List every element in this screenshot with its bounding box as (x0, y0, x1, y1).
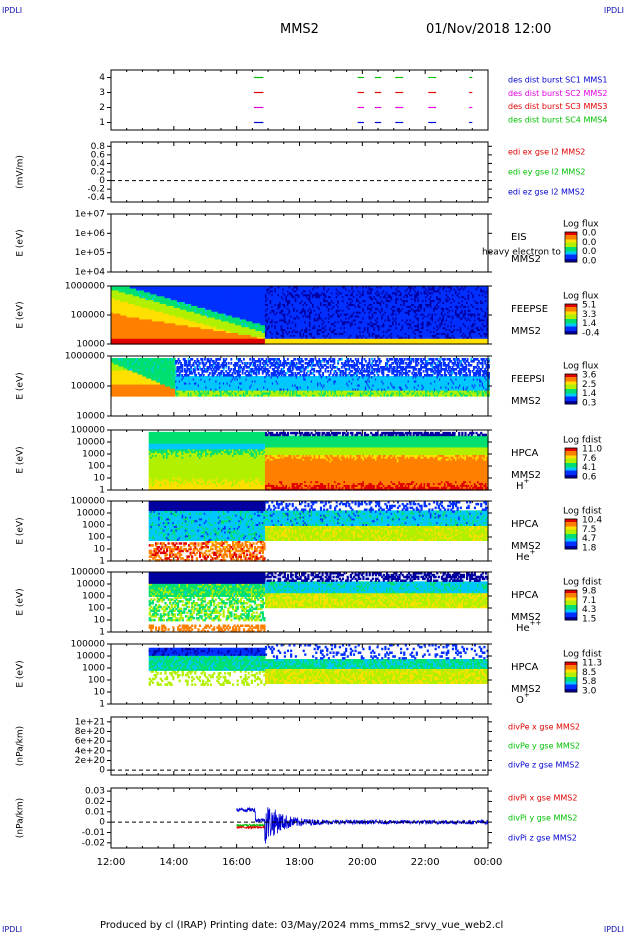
eis-ytick-label: 1e+07 (75, 210, 105, 220)
burst-frame (111, 70, 488, 130)
burst-legend-2: des dist burst SC2 MMS2 (508, 89, 607, 98)
edi-legend-2: edi ey gse l2 MMS2 (508, 168, 586, 177)
burst-legend-1: des dist burst SC1 MMS1 (508, 76, 607, 85)
eis-frame (111, 214, 488, 272)
burst-ytick-label: 1 (99, 118, 105, 128)
eis-label-1: EIS (511, 232, 527, 243)
eis-ytick-label: 1e+06 (75, 229, 106, 239)
burst-ytick-label: 4 (99, 73, 105, 83)
edi-legend-3: edi ez gse l2 MMS2 (508, 188, 585, 197)
burst-ytick-label: 2 (99, 103, 105, 113)
edi-ytick-label: -0.4 (87, 193, 105, 203)
burst-ytick-label: 3 (99, 88, 105, 98)
burst-legend-3: des dist burst SC3 MMS3 (508, 102, 607, 111)
eis-overlay-text: heavy electron to (482, 248, 561, 258)
eis-ylabel: E (eV) (16, 229, 26, 256)
eis-ytick-label: 1e+04 (75, 268, 106, 278)
quicklook-figure: IPDLI IPDLI MMS2 01/Nov/2018 12:00 4321d… (0, 0, 630, 934)
burst-legend-4: des dist burst SC4 MMS4 (508, 116, 607, 125)
plot-stack: 4 3 2 1 des dist burst SC1 MMS1 des dist burs… (0, 0, 630, 934)
eis-ytick-label: 1e+05 (75, 248, 105, 258)
feepse-heatmap (111, 286, 489, 345)
edi-ylabel: (mV/m) (16, 155, 26, 189)
eis-colorbar-tick: 0.0 (582, 257, 597, 267)
edi-legend-1: edi ex gse l2 MMS2 (508, 148, 585, 157)
edi-frame (111, 142, 488, 202)
